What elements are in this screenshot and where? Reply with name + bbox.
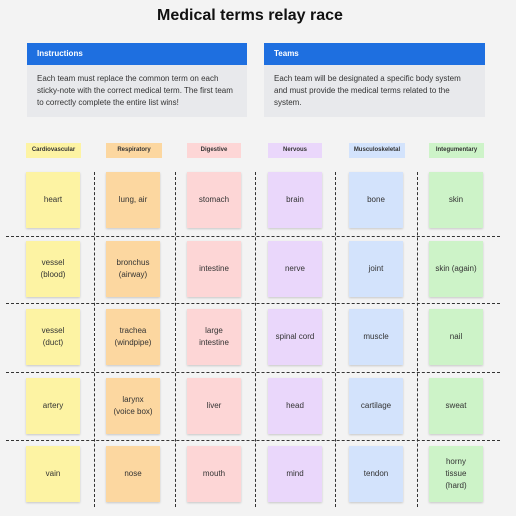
- sticky-note[interactable]: tendon: [349, 446, 403, 502]
- sticky-note[interactable]: horny tissue (hard): [429, 446, 483, 502]
- sticky-note[interactable]: cartilage: [349, 378, 403, 434]
- category-label: Cardiovascular: [26, 143, 81, 158]
- category-label: Musculoskeletal: [349, 143, 405, 158]
- sticky-note[interactable]: larynx (voice box): [106, 378, 160, 434]
- sticky-note[interactable]: vain: [26, 446, 80, 502]
- sticky-note[interactable]: spinal cord: [268, 309, 322, 365]
- column-divider: [255, 172, 256, 507]
- sticky-note[interactable]: skin: [429, 172, 483, 228]
- category-label: Digestive: [187, 143, 241, 158]
- sticky-note[interactable]: bone: [349, 172, 403, 228]
- sticky-note[interactable]: sweat: [429, 378, 483, 434]
- sticky-note[interactable]: brain: [268, 172, 322, 228]
- sticky-note[interactable]: joint: [349, 241, 403, 297]
- sticky-note[interactable]: nail: [429, 309, 483, 365]
- sticky-note[interactable]: head: [268, 378, 322, 434]
- sticky-note[interactable]: artery: [26, 378, 80, 434]
- instructions-heading: Instructions: [27, 43, 247, 65]
- sticky-note[interactable]: vessel (duct): [26, 309, 80, 365]
- category-label: Respiratory: [106, 143, 162, 158]
- teams-text: Each team will be designated a specific …: [274, 74, 461, 107]
- sticky-note[interactable]: large intestine: [187, 309, 241, 365]
- sticky-note[interactable]: trachea (windpipe): [106, 309, 160, 365]
- column-divider: [94, 172, 95, 507]
- board-title: Medical terms relay race: [157, 7, 343, 24]
- instructions-text: Each team must replace the common term o…: [37, 74, 233, 107]
- sticky-note[interactable]: liver: [187, 378, 241, 434]
- sticky-note[interactable]: skin (again): [429, 241, 483, 297]
- teams-panel: Teams Each team will be designated a spe…: [264, 43, 485, 117]
- sticky-note[interactable]: muscle: [349, 309, 403, 365]
- sticky-note[interactable]: heart: [26, 172, 80, 228]
- column-divider: [175, 172, 176, 507]
- instructions-panel: Instructions Each team must replace the …: [27, 43, 247, 117]
- row-divider: [6, 303, 500, 304]
- sticky-note[interactable]: bronchus (airway): [106, 241, 160, 297]
- row-divider: [6, 372, 500, 373]
- row-divider: [6, 440, 500, 441]
- sticky-note[interactable]: nose: [106, 446, 160, 502]
- row-divider: [6, 236, 500, 237]
- sticky-note[interactable]: intestine: [187, 241, 241, 297]
- category-label: Integumentary: [429, 143, 484, 158]
- sticky-note[interactable]: mind: [268, 446, 322, 502]
- sticky-note[interactable]: nerve: [268, 241, 322, 297]
- sticky-note[interactable]: vessel (blood): [26, 241, 80, 297]
- column-divider: [417, 172, 418, 507]
- sticky-note[interactable]: mouth: [187, 446, 241, 502]
- column-divider: [335, 172, 336, 507]
- sticky-note[interactable]: stomach: [187, 172, 241, 228]
- sticky-note[interactable]: lung, air: [106, 172, 160, 228]
- category-label: Nervous: [268, 143, 322, 158]
- teams-heading: Teams: [264, 43, 485, 65]
